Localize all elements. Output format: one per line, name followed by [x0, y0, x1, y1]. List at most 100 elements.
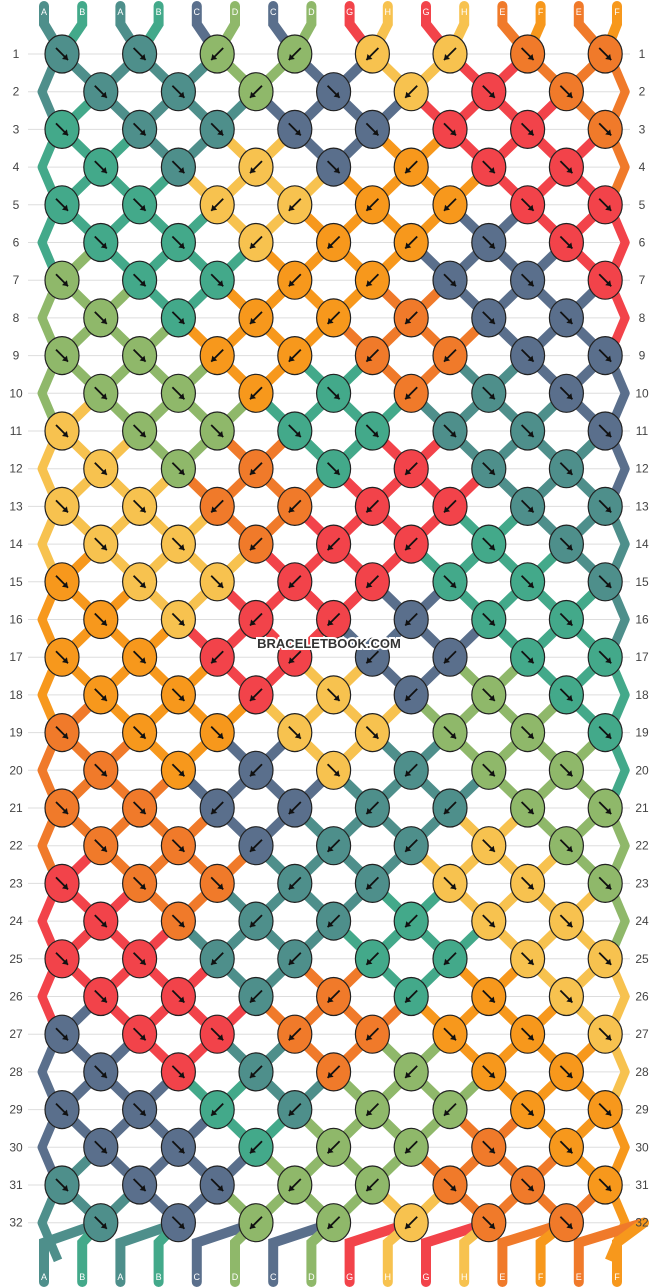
knot	[199, 712, 235, 753]
knot	[316, 750, 352, 790]
knot	[44, 1165, 80, 1205]
knot	[44, 1089, 80, 1130]
knot	[432, 939, 468, 979]
knot	[354, 411, 390, 451]
knot	[122, 712, 158, 753]
knot	[44, 788, 80, 828]
arrow-icon	[327, 996, 334, 1003]
row-number-right: 28	[635, 1065, 649, 1079]
knot	[509, 336, 546, 376]
row-number-right: 27	[635, 1027, 649, 1041]
arrow-icon	[288, 280, 295, 287]
knot	[316, 524, 352, 564]
arrow-icon	[366, 958, 373, 965]
knot	[44, 185, 80, 225]
watermark-text: BRACELETBOOK.COM	[257, 636, 401, 651]
knot	[432, 109, 468, 149]
knot	[354, 712, 390, 753]
top-strand-letter: C	[270, 7, 277, 17]
knot	[471, 750, 507, 790]
row-number-right: 14	[635, 537, 649, 551]
row-number-left: 11	[10, 424, 23, 438]
arrow-icon	[527, 506, 534, 513]
knot	[160, 826, 196, 866]
knot	[238, 222, 274, 263]
knot	[471, 901, 507, 941]
knot	[44, 336, 80, 376]
arrow-icon	[211, 204, 218, 211]
arrow-icon	[449, 1034, 456, 1041]
knot	[316, 901, 352, 941]
row-number-left: 14	[9, 537, 23, 551]
knot	[83, 1127, 119, 1167]
bottom-strand-tail	[191, 1217, 261, 1287]
arrow-icon	[288, 1034, 295, 1041]
row-number-left: 4	[13, 160, 20, 174]
arrow-icon	[250, 921, 257, 928]
knot	[432, 1165, 468, 1205]
row-number-right: 1	[639, 47, 646, 61]
top-strand-letter: F	[614, 7, 620, 17]
arrow-icon	[405, 1222, 412, 1229]
arrow-icon	[178, 619, 185, 626]
knot	[354, 109, 390, 149]
knot	[160, 675, 196, 715]
arrow-icon	[366, 883, 373, 890]
knot	[122, 562, 158, 602]
knot	[471, 524, 507, 564]
row-number-left: 26	[9, 990, 23, 1004]
arrow-icon	[566, 996, 573, 1003]
row-number-right: 5	[639, 198, 646, 212]
knot	[548, 1203, 585, 1243]
knot	[509, 939, 546, 979]
knot	[44, 260, 80, 300]
arrow-icon	[139, 204, 146, 211]
knot	[393, 675, 429, 715]
arrow-icon	[405, 996, 412, 1003]
arrow-icon	[217, 883, 224, 890]
knot	[160, 72, 196, 112]
row-number-left: 15	[9, 575, 23, 589]
arrow-icon	[250, 1222, 257, 1229]
bottom-strand-letter: C	[270, 1272, 277, 1282]
arrow-icon	[178, 544, 185, 551]
knot	[160, 222, 196, 263]
bottom-strand-letter: C	[194, 1272, 201, 1282]
knot	[354, 34, 390, 74]
arrow-icon	[527, 355, 534, 362]
arrow-icon	[61, 732, 68, 739]
arrow-icon	[405, 167, 412, 174]
knot	[44, 637, 80, 677]
arrow-icon	[61, 958, 68, 965]
arrow-icon	[288, 53, 295, 60]
knot	[277, 411, 313, 451]
knot	[354, 260, 390, 300]
arrow-icon	[566, 317, 573, 324]
row-number-right: 11	[636, 424, 649, 438]
row-number-right: 12	[635, 462, 649, 476]
bottom-strand-letter: B	[79, 1272, 85, 1282]
knot	[393, 524, 429, 564]
knot	[277, 939, 313, 979]
arrow-icon	[372, 129, 379, 136]
row-number-left: 3	[13, 122, 20, 136]
arrow-icon	[488, 393, 495, 400]
arrow-icon	[178, 1071, 185, 1078]
knot	[354, 562, 390, 602]
knot	[83, 1203, 119, 1243]
row-number-left: 2	[13, 85, 20, 99]
knot	[393, 298, 429, 338]
arrow-icon	[605, 883, 612, 890]
knot	[354, 637, 390, 677]
arrow-icon	[488, 1071, 495, 1078]
arrow-icon	[139, 430, 146, 437]
knot	[238, 373, 274, 413]
arrow-icon	[61, 129, 68, 136]
arrow-icon	[178, 996, 185, 1003]
arrow-icon	[444, 958, 451, 965]
knot	[354, 939, 390, 979]
knot	[432, 336, 468, 376]
arrow-icon	[178, 921, 185, 928]
arrow-icon	[605, 506, 612, 513]
row-number-left: 30	[9, 1140, 23, 1154]
